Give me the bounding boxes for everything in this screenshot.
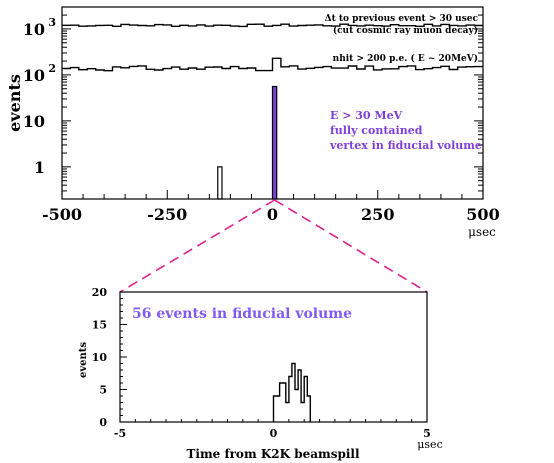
- bottom-y-tick-label: 15: [92, 319, 107, 332]
- bottom-y-tick-label: 10: [92, 351, 108, 364]
- series-line-fiducial-time: [272, 362, 311, 422]
- bottom-x-axis-label: Time from K2K beamspill: [186, 447, 360, 461]
- top-x-tick-label: 250: [361, 205, 394, 224]
- selected-bar: [217, 166, 223, 200]
- label-nhit: nhit > 200 p.e. ( E ~ 20MeV): [333, 53, 478, 64]
- top-x-tick-label: 0: [267, 205, 278, 224]
- label-cosmic-note: (cut cosmic ray muon decay): [333, 25, 478, 36]
- bottom-y-ticks: 0 5 10 15 20: [92, 286, 127, 429]
- bottom-chart-title: 56 events in fiducial volume: [132, 306, 352, 322]
- top-y-tick-label: 10: [23, 112, 45, 131]
- top-x-tick-label: -250: [147, 205, 187, 224]
- bottom-x-tick-label: 5: [423, 427, 431, 440]
- bottom-y-tick-label: 20: [92, 286, 108, 299]
- bottom-chart: 0 5 10 15 20 -5 0 5 events 56 events in fiduci…: [78, 286, 443, 461]
- bottom-x-ticks: -5 0 5: [114, 415, 431, 440]
- top-y-tick-exponent: 3: [48, 16, 56, 29]
- bottom-y-tick-label: 0: [99, 416, 107, 429]
- series-bars-selected: [217, 85, 278, 200]
- zoom-connector-right: [274, 199, 428, 293]
- bottom-y-axis-label: events: [78, 342, 89, 378]
- series-line-nhit: [62, 57, 483, 72]
- top-y-tick-label: 10: [23, 66, 45, 85]
- bottom-x-unit: μsec: [417, 438, 442, 451]
- top-x-tick-label: 500: [466, 205, 499, 224]
- bottom-x-tick-label: 0: [270, 427, 278, 440]
- bottom-x-tick-label: -5: [114, 427, 126, 440]
- top-x-tick-label: -500: [42, 205, 82, 224]
- top-y-tick-label: 1: [34, 158, 45, 177]
- top-y-tick-label: 10: [23, 20, 45, 39]
- label-selected-contained: fully contained: [330, 124, 423, 137]
- top-x-ticks: -500 -250 0 250 500: [42, 190, 500, 224]
- selected-bar: [271, 85, 278, 200]
- zoom-connectors: [119, 199, 428, 293]
- label-cosmic-cut: Δt to previous event > 30 usec: [325, 14, 479, 24]
- top-y-axis-label: events: [5, 74, 24, 132]
- bottom-y-tick-label: 5: [99, 384, 107, 397]
- series-line-cosmic: [62, 23, 483, 28]
- zoom-connector-left: [119, 199, 276, 293]
- top-x-unit: μsec: [468, 225, 496, 239]
- label-selected-energy: E > 30 MeV: [330, 109, 403, 122]
- top-y-tick-exponent: 2: [48, 62, 56, 75]
- label-selected-fiducial: vertex in fiducial volume: [329, 139, 482, 152]
